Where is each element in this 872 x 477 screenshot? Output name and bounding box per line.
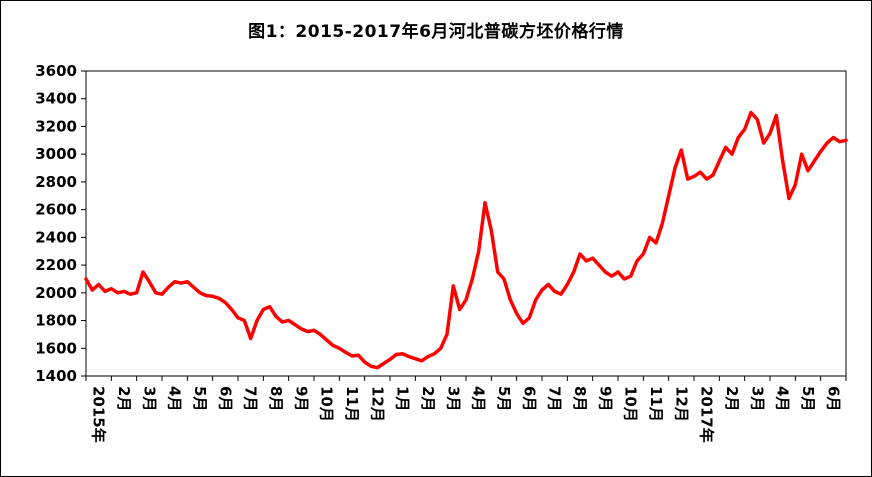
y-axis-tick-label: 2200 <box>35 256 77 274</box>
x-axis-tick-label: 2017年 <box>698 386 716 443</box>
x-axis-tick-label: 1月 <box>394 386 412 411</box>
x-axis-tick-label: 7月 <box>242 386 260 411</box>
x-axis-tick-label: 2月 <box>723 386 741 411</box>
y-axis-tick-label: 3400 <box>35 90 77 108</box>
x-axis-tick-label: 4月 <box>470 386 488 411</box>
x-axis-tick-label: 5月 <box>495 386 513 411</box>
x-axis-tick-label: 5月 <box>799 386 817 411</box>
x-axis-tick-label: 7月 <box>546 386 564 411</box>
x-axis-tick-label: 9月 <box>596 386 614 411</box>
x-axis-tick-label: 10月 <box>318 386 336 422</box>
y-axis-tick-label: 1600 <box>35 339 77 357</box>
x-axis-tick-label: 6月 <box>520 386 538 411</box>
x-axis-tick-label: 2月 <box>115 386 133 411</box>
x-axis-tick-label: 2015年 <box>90 386 108 443</box>
y-axis-tick-label: 1800 <box>35 312 77 330</box>
x-axis-tick-label: 3月 <box>748 386 766 411</box>
x-axis-tick-label: 8月 <box>571 386 589 411</box>
x-axis-tick-label: 4月 <box>774 386 792 411</box>
y-axis-tick-label: 2000 <box>35 284 77 302</box>
x-axis-tick-label: 10月 <box>622 386 640 422</box>
x-axis-tick-label: 5月 <box>191 386 209 411</box>
x-axis-tick-label: 4月 <box>166 386 184 411</box>
x-axis-tick-label: 12月 <box>368 386 386 422</box>
x-axis-tick-label: 2月 <box>419 386 437 411</box>
x-axis-tick-label: 3月 <box>140 386 158 411</box>
y-axis-tick-label: 3600 <box>35 62 77 80</box>
y-axis-tick-label: 3000 <box>35 145 77 163</box>
plot-frame <box>85 70 847 377</box>
chart-title: 图1：2015-2017年6月河北普碳方坯价格行情 <box>248 22 624 42</box>
x-axis-tick-label: 11月 <box>343 386 361 422</box>
x-axis-tick-label: 12月 <box>672 386 690 422</box>
y-axis-tick-label: 2400 <box>35 228 77 246</box>
x-axis-tick-label: 3月 <box>444 386 462 411</box>
x-axis-tick-label: 6月 <box>824 386 842 411</box>
y-axis-tick-label: 2800 <box>35 173 77 191</box>
x-axis-tick-label: 9月 <box>292 386 310 411</box>
y-axis-tick-label: 3200 <box>35 117 77 135</box>
y-axis-tick-label: 1400 <box>35 367 77 385</box>
x-axis-tick-label: 6月 <box>216 386 234 411</box>
x-axis-tick-label: 11月 <box>647 386 665 422</box>
price-series-line <box>84 110 848 370</box>
x-axis-tick-label: 8月 <box>267 386 285 411</box>
y-axis-tick-label: 2600 <box>35 201 77 219</box>
